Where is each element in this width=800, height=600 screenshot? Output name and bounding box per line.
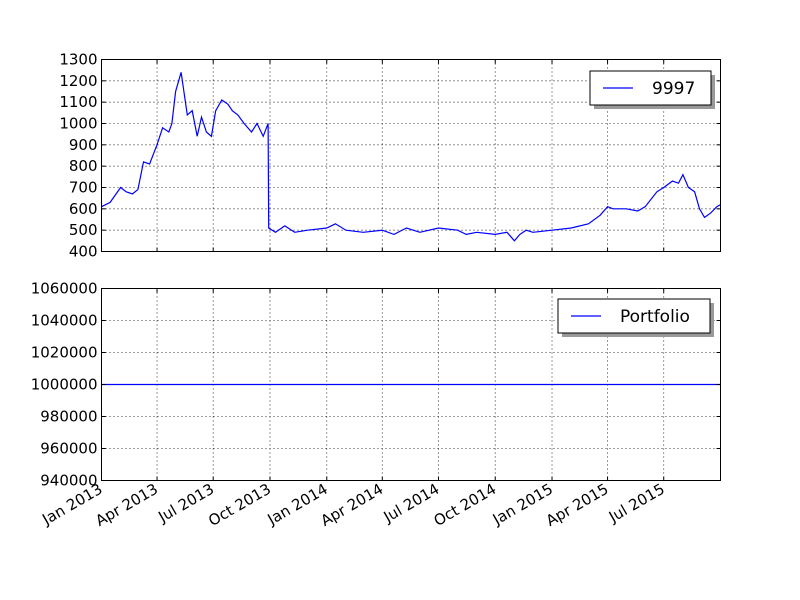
y-tick-label: 940000 bbox=[40, 472, 97, 490]
y-tick-label: 1300 bbox=[59, 51, 97, 69]
legend-bottom: Portfolio bbox=[557, 298, 714, 337]
top-y-axis-ticks: 400 500 600 700 800 900 1000 1100 1200 1300 bbox=[59, 51, 721, 261]
y-tick-label: 960000 bbox=[40, 440, 97, 458]
y-tick-label: 700 bbox=[69, 179, 98, 197]
y-tick-label: 1000 bbox=[59, 115, 97, 133]
y-tick-label: 1060000 bbox=[31, 280, 98, 298]
bottom-y-axis-ticks: 940000 960000 980000 1000000 1020000 1040000 1… bbox=[31, 280, 721, 490]
series-line-9997 bbox=[101, 72, 721, 242]
y-tick-label: 1100 bbox=[59, 93, 97, 111]
legend-top: 9997 bbox=[589, 70, 715, 109]
y-tick-label: 400 bbox=[69, 243, 98, 261]
y-tick-label: 1040000 bbox=[31, 312, 98, 330]
bottom-x-axis-ticks bbox=[101, 288, 665, 481]
y-tick-label: 1020000 bbox=[31, 344, 98, 362]
y-tick-label: 600 bbox=[69, 200, 98, 218]
y-tick-label: 1200 bbox=[59, 72, 97, 90]
y-tick-label: 1000000 bbox=[31, 376, 98, 394]
y-tick-label: 980000 bbox=[40, 408, 97, 426]
y-tick-label: 500 bbox=[69, 221, 98, 239]
top-x-axis-ticks bbox=[101, 59, 665, 252]
top-axes: 400 500 600 700 800 900 1000 1100 1200 1300 9997 bbox=[59, 51, 721, 261]
legend-label-portfolio: Portfolio bbox=[620, 307, 690, 327]
y-tick-label: 900 bbox=[69, 136, 98, 154]
legend-label-9997: 9997 bbox=[652, 79, 695, 99]
y-tick-label: 800 bbox=[69, 157, 98, 175]
bottom-axes: 940000 960000 980000 1000000 1020000 1040000 1… bbox=[31, 280, 721, 490]
